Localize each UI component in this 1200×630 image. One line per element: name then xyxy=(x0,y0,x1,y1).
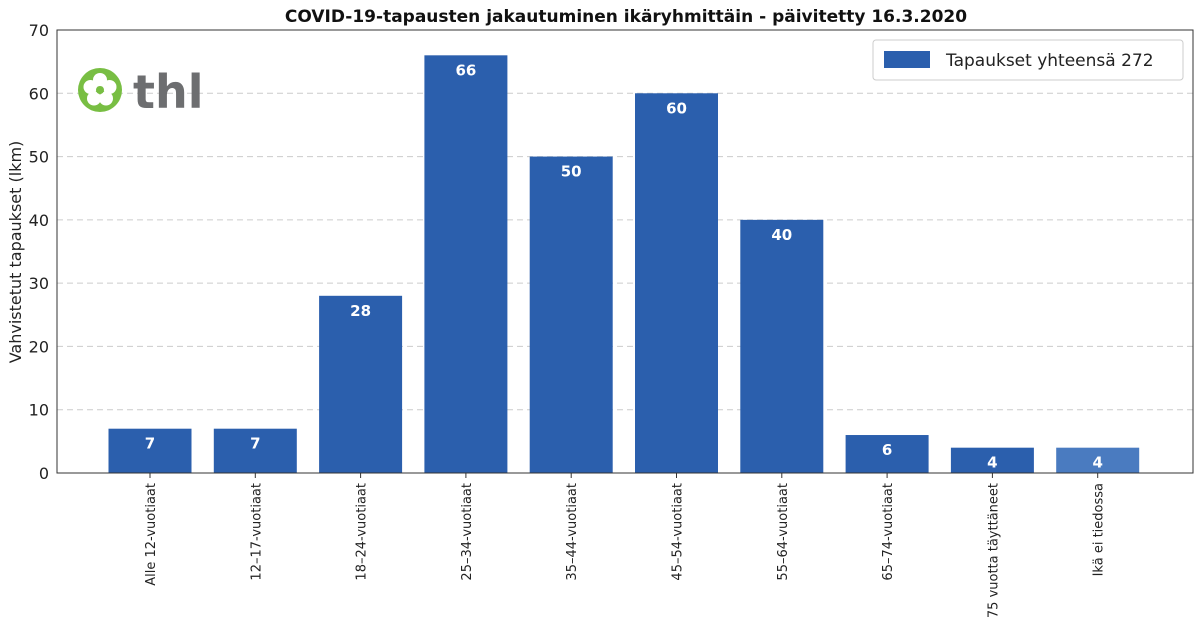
x-tick-label: 65–74-vuotiaat xyxy=(881,483,896,581)
legend: Tapaukset yhteensä 272 xyxy=(872,39,1184,81)
x-axis-ticks: Alle 12-vuotiaat 12–17-vuotiaat 18–24-vuot… xyxy=(144,473,1107,618)
bar-value-label: 40 xyxy=(771,226,792,244)
y-tick-label: 20 xyxy=(29,337,49,356)
bar xyxy=(529,156,613,474)
y-axis-label: Vahvistetut tapaukset (lkm) xyxy=(6,141,25,364)
flower-icon xyxy=(78,68,122,112)
bar xyxy=(845,435,929,473)
x-tick-label: 35–44-vuotiaat xyxy=(565,483,580,581)
bar-value-label: 60 xyxy=(666,99,687,117)
bar-value-label: 28 xyxy=(350,302,371,320)
bar xyxy=(950,447,1034,473)
bar xyxy=(424,55,508,474)
x-tick-label: 25–34-vuotiaat xyxy=(460,483,475,581)
bar-value-label: 4 xyxy=(987,454,997,472)
y-tick-label: 50 xyxy=(29,148,49,167)
data-labels: 7 7 28 66 50 60 40 6 4 4 xyxy=(145,61,1103,471)
y-tick-label: 10 xyxy=(29,401,49,420)
x-tick-label: 12–17-vuotiaat xyxy=(249,483,264,581)
y-tick-label: 0 xyxy=(39,464,49,483)
x-tick-label: Alle 12-vuotiaat xyxy=(144,483,159,586)
bar xyxy=(740,219,824,473)
bar-value-label: 6 xyxy=(882,441,892,459)
bar-value-label: 4 xyxy=(1092,454,1102,472)
bar xyxy=(635,93,718,474)
bar-value-label: 7 xyxy=(145,435,155,453)
x-tick-label: 75 vuotta täyttäneet xyxy=(986,483,1001,618)
x-tick-label: 55–64-vuotiaat xyxy=(776,483,791,581)
x-tick-label: 18–24-vuotiaat xyxy=(355,483,370,581)
y-tick-label: 60 xyxy=(29,84,49,103)
y-axis-ticks: 0 10 20 30 40 50 60 70 xyxy=(29,21,49,483)
y-tick-label: 70 xyxy=(29,21,49,40)
x-tick-label: Ikä ei tiedossa xyxy=(1092,483,1107,576)
bar-value-label: 66 xyxy=(455,61,476,79)
bar-value-label: 7 xyxy=(250,435,260,453)
bars xyxy=(108,55,1140,474)
bar xyxy=(213,428,297,473)
bar xyxy=(319,295,403,473)
legend-label: Tapaukset yhteensä 272 xyxy=(945,51,1154,71)
bar-value-label: 50 xyxy=(561,163,582,181)
thl-logo: thl xyxy=(78,65,204,119)
legend-frame xyxy=(872,39,1184,81)
legend-swatch xyxy=(884,51,930,68)
grid xyxy=(57,92,1193,411)
x-tick-label: 45–54-vuotiaat xyxy=(671,483,686,581)
plot-frame xyxy=(56,29,1194,474)
chart-title: COVID-19-tapausten jakautuminen ikäryhmi… xyxy=(285,7,967,27)
bar xyxy=(1056,447,1140,473)
y-tick-label: 30 xyxy=(29,274,49,293)
logo-text: thl xyxy=(133,65,204,119)
y-tick-label: 40 xyxy=(29,211,49,230)
bar xyxy=(108,428,192,473)
